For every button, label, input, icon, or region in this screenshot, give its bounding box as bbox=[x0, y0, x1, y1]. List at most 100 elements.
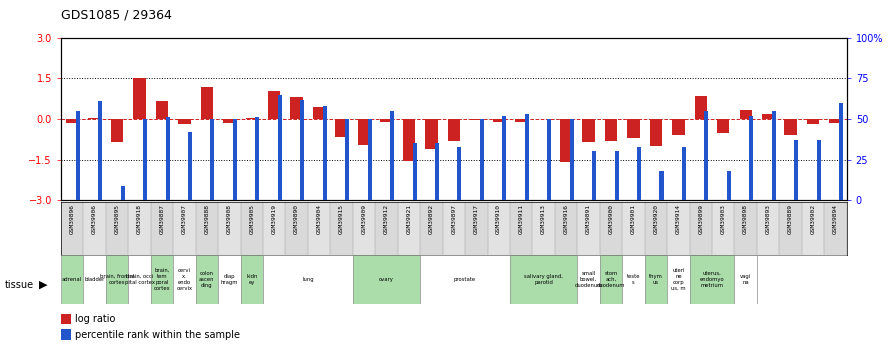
Bar bbox=[435, 144, 439, 200]
Bar bbox=[493, 119, 505, 122]
Bar bbox=[704, 111, 709, 200]
Text: GSM39921: GSM39921 bbox=[407, 204, 411, 234]
Bar bbox=[263, 202, 286, 255]
Bar bbox=[331, 202, 353, 255]
Bar bbox=[465, 202, 487, 255]
Text: brain, frontal
cortex: brain, frontal cortex bbox=[99, 274, 134, 285]
Bar bbox=[426, 119, 437, 149]
Text: GSM39909: GSM39909 bbox=[361, 204, 366, 234]
Text: GSM39904: GSM39904 bbox=[316, 204, 322, 234]
Text: GSM39920: GSM39920 bbox=[653, 204, 659, 234]
Bar bbox=[173, 255, 195, 304]
Bar bbox=[156, 101, 168, 119]
Bar bbox=[111, 119, 124, 142]
Bar bbox=[480, 119, 484, 200]
Text: GSM39910: GSM39910 bbox=[496, 204, 501, 234]
Bar bbox=[487, 202, 510, 255]
Bar bbox=[61, 329, 71, 340]
Bar bbox=[240, 202, 263, 255]
Text: bladder: bladder bbox=[84, 277, 105, 282]
Bar bbox=[367, 119, 372, 200]
Bar bbox=[375, 202, 398, 255]
Bar bbox=[201, 87, 213, 119]
Bar bbox=[380, 119, 392, 122]
Bar bbox=[510, 255, 577, 304]
Text: colon
ascen
ding: colon ascen ding bbox=[199, 271, 215, 288]
Bar bbox=[143, 119, 147, 200]
Bar bbox=[121, 186, 125, 200]
Text: GSM39895: GSM39895 bbox=[115, 204, 119, 234]
Bar bbox=[128, 255, 151, 304]
Bar bbox=[223, 119, 236, 123]
Text: brain,
tem
poral
cortex: brain, tem poral cortex bbox=[153, 268, 170, 290]
Text: GSM39900: GSM39900 bbox=[608, 204, 614, 234]
Bar bbox=[448, 119, 460, 141]
Bar bbox=[195, 255, 218, 304]
Bar bbox=[345, 119, 349, 200]
Bar bbox=[735, 255, 757, 304]
Bar bbox=[134, 79, 146, 119]
Bar bbox=[735, 202, 757, 255]
Bar bbox=[412, 144, 417, 200]
Bar bbox=[644, 202, 668, 255]
Bar bbox=[83, 255, 106, 304]
Bar bbox=[802, 202, 824, 255]
Bar bbox=[358, 119, 370, 145]
Bar bbox=[188, 132, 192, 200]
Bar bbox=[622, 202, 644, 255]
Bar bbox=[286, 202, 308, 255]
Bar bbox=[555, 202, 577, 255]
Bar bbox=[690, 255, 735, 304]
Text: GSM39890: GSM39890 bbox=[294, 204, 299, 234]
Bar bbox=[106, 202, 128, 255]
Bar bbox=[66, 119, 78, 123]
Text: stom
ach,
duodenum: stom ach, duodenum bbox=[597, 271, 625, 288]
Bar bbox=[278, 95, 282, 200]
Bar bbox=[816, 140, 821, 200]
Bar bbox=[830, 119, 841, 123]
Bar bbox=[89, 118, 100, 119]
Bar bbox=[682, 147, 686, 200]
Text: GSM39898: GSM39898 bbox=[743, 204, 748, 234]
Text: ▶: ▶ bbox=[39, 280, 47, 289]
Text: salivary gland,
parotid: salivary gland, parotid bbox=[524, 274, 563, 285]
Bar bbox=[173, 202, 195, 255]
Text: GSM39906: GSM39906 bbox=[92, 204, 97, 234]
Bar bbox=[178, 119, 191, 125]
Bar bbox=[780, 202, 802, 255]
Bar bbox=[672, 119, 685, 135]
Bar bbox=[211, 119, 214, 200]
Bar bbox=[390, 111, 394, 200]
Bar bbox=[151, 255, 173, 304]
Text: uterus,
endomyo
metrium: uterus, endomyo metrium bbox=[700, 271, 724, 288]
Text: GSM39892: GSM39892 bbox=[429, 204, 434, 234]
Bar bbox=[76, 111, 80, 200]
Bar bbox=[99, 101, 102, 200]
Bar bbox=[335, 119, 348, 137]
Bar bbox=[233, 119, 237, 200]
Bar bbox=[503, 116, 506, 200]
Bar bbox=[771, 111, 776, 200]
Text: lung: lung bbox=[302, 277, 314, 282]
Bar bbox=[218, 202, 240, 255]
Bar bbox=[470, 119, 482, 120]
Bar bbox=[694, 96, 707, 119]
Text: GSM39902: GSM39902 bbox=[811, 204, 815, 234]
Bar bbox=[195, 202, 218, 255]
Bar bbox=[83, 202, 106, 255]
Bar bbox=[353, 202, 375, 255]
Bar bbox=[762, 114, 774, 119]
Bar bbox=[659, 171, 664, 200]
Bar bbox=[510, 202, 532, 255]
Bar bbox=[577, 255, 599, 304]
Text: GSM39887: GSM39887 bbox=[159, 204, 165, 234]
Bar bbox=[61, 202, 83, 255]
Text: GSM39888: GSM39888 bbox=[204, 204, 210, 234]
Text: tissue: tissue bbox=[4, 280, 34, 289]
Text: GSM39916: GSM39916 bbox=[564, 204, 569, 234]
Bar bbox=[61, 255, 83, 304]
Bar bbox=[443, 202, 465, 255]
Text: ovary: ovary bbox=[379, 277, 394, 282]
Text: GSM39905: GSM39905 bbox=[249, 204, 254, 234]
Bar bbox=[313, 107, 325, 119]
